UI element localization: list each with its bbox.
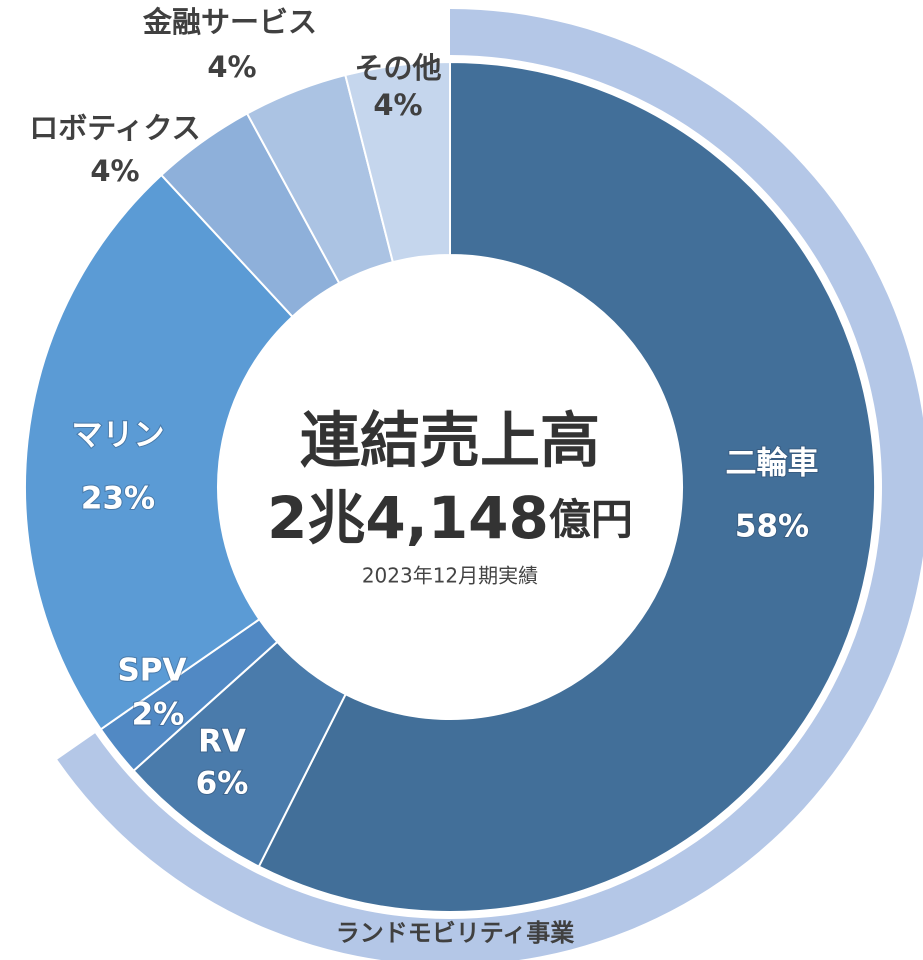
group-label: ランドモビリティ事業 <box>336 919 575 947</box>
slice-value-label: 2% <box>132 697 185 733</box>
slice-label: その他 <box>354 51 441 85</box>
slice <box>24 173 294 731</box>
slice-label: マリン <box>72 418 165 454</box>
center-note: 2023年12月期実績 <box>362 564 538 588</box>
slice-label: 金融サービス <box>142 5 317 39</box>
slice-label: 二輪車 <box>726 446 819 482</box>
center-value: 2兆4,148億円 <box>267 484 633 552</box>
slice <box>344 60 451 264</box>
slice-value-label: 23% <box>81 481 155 517</box>
slice <box>257 60 876 913</box>
center-title: 連結売上高 <box>300 407 600 477</box>
slice-value-label: 4% <box>373 88 422 122</box>
slice-value-label: 4% <box>90 154 139 188</box>
slice-value-label: 6% <box>196 766 249 802</box>
slice-label: ロボティクス <box>29 111 200 145</box>
slice-label: SPV <box>117 653 186 689</box>
center-value-number: 2兆4,148 <box>267 484 549 552</box>
donut-hole <box>219 256 681 718</box>
slice-label: RV <box>198 724 246 760</box>
center-unit: 億円 <box>549 495 633 544</box>
slice-value-label: 58% <box>735 509 809 545</box>
slice-value-label: 4% <box>207 50 256 84</box>
